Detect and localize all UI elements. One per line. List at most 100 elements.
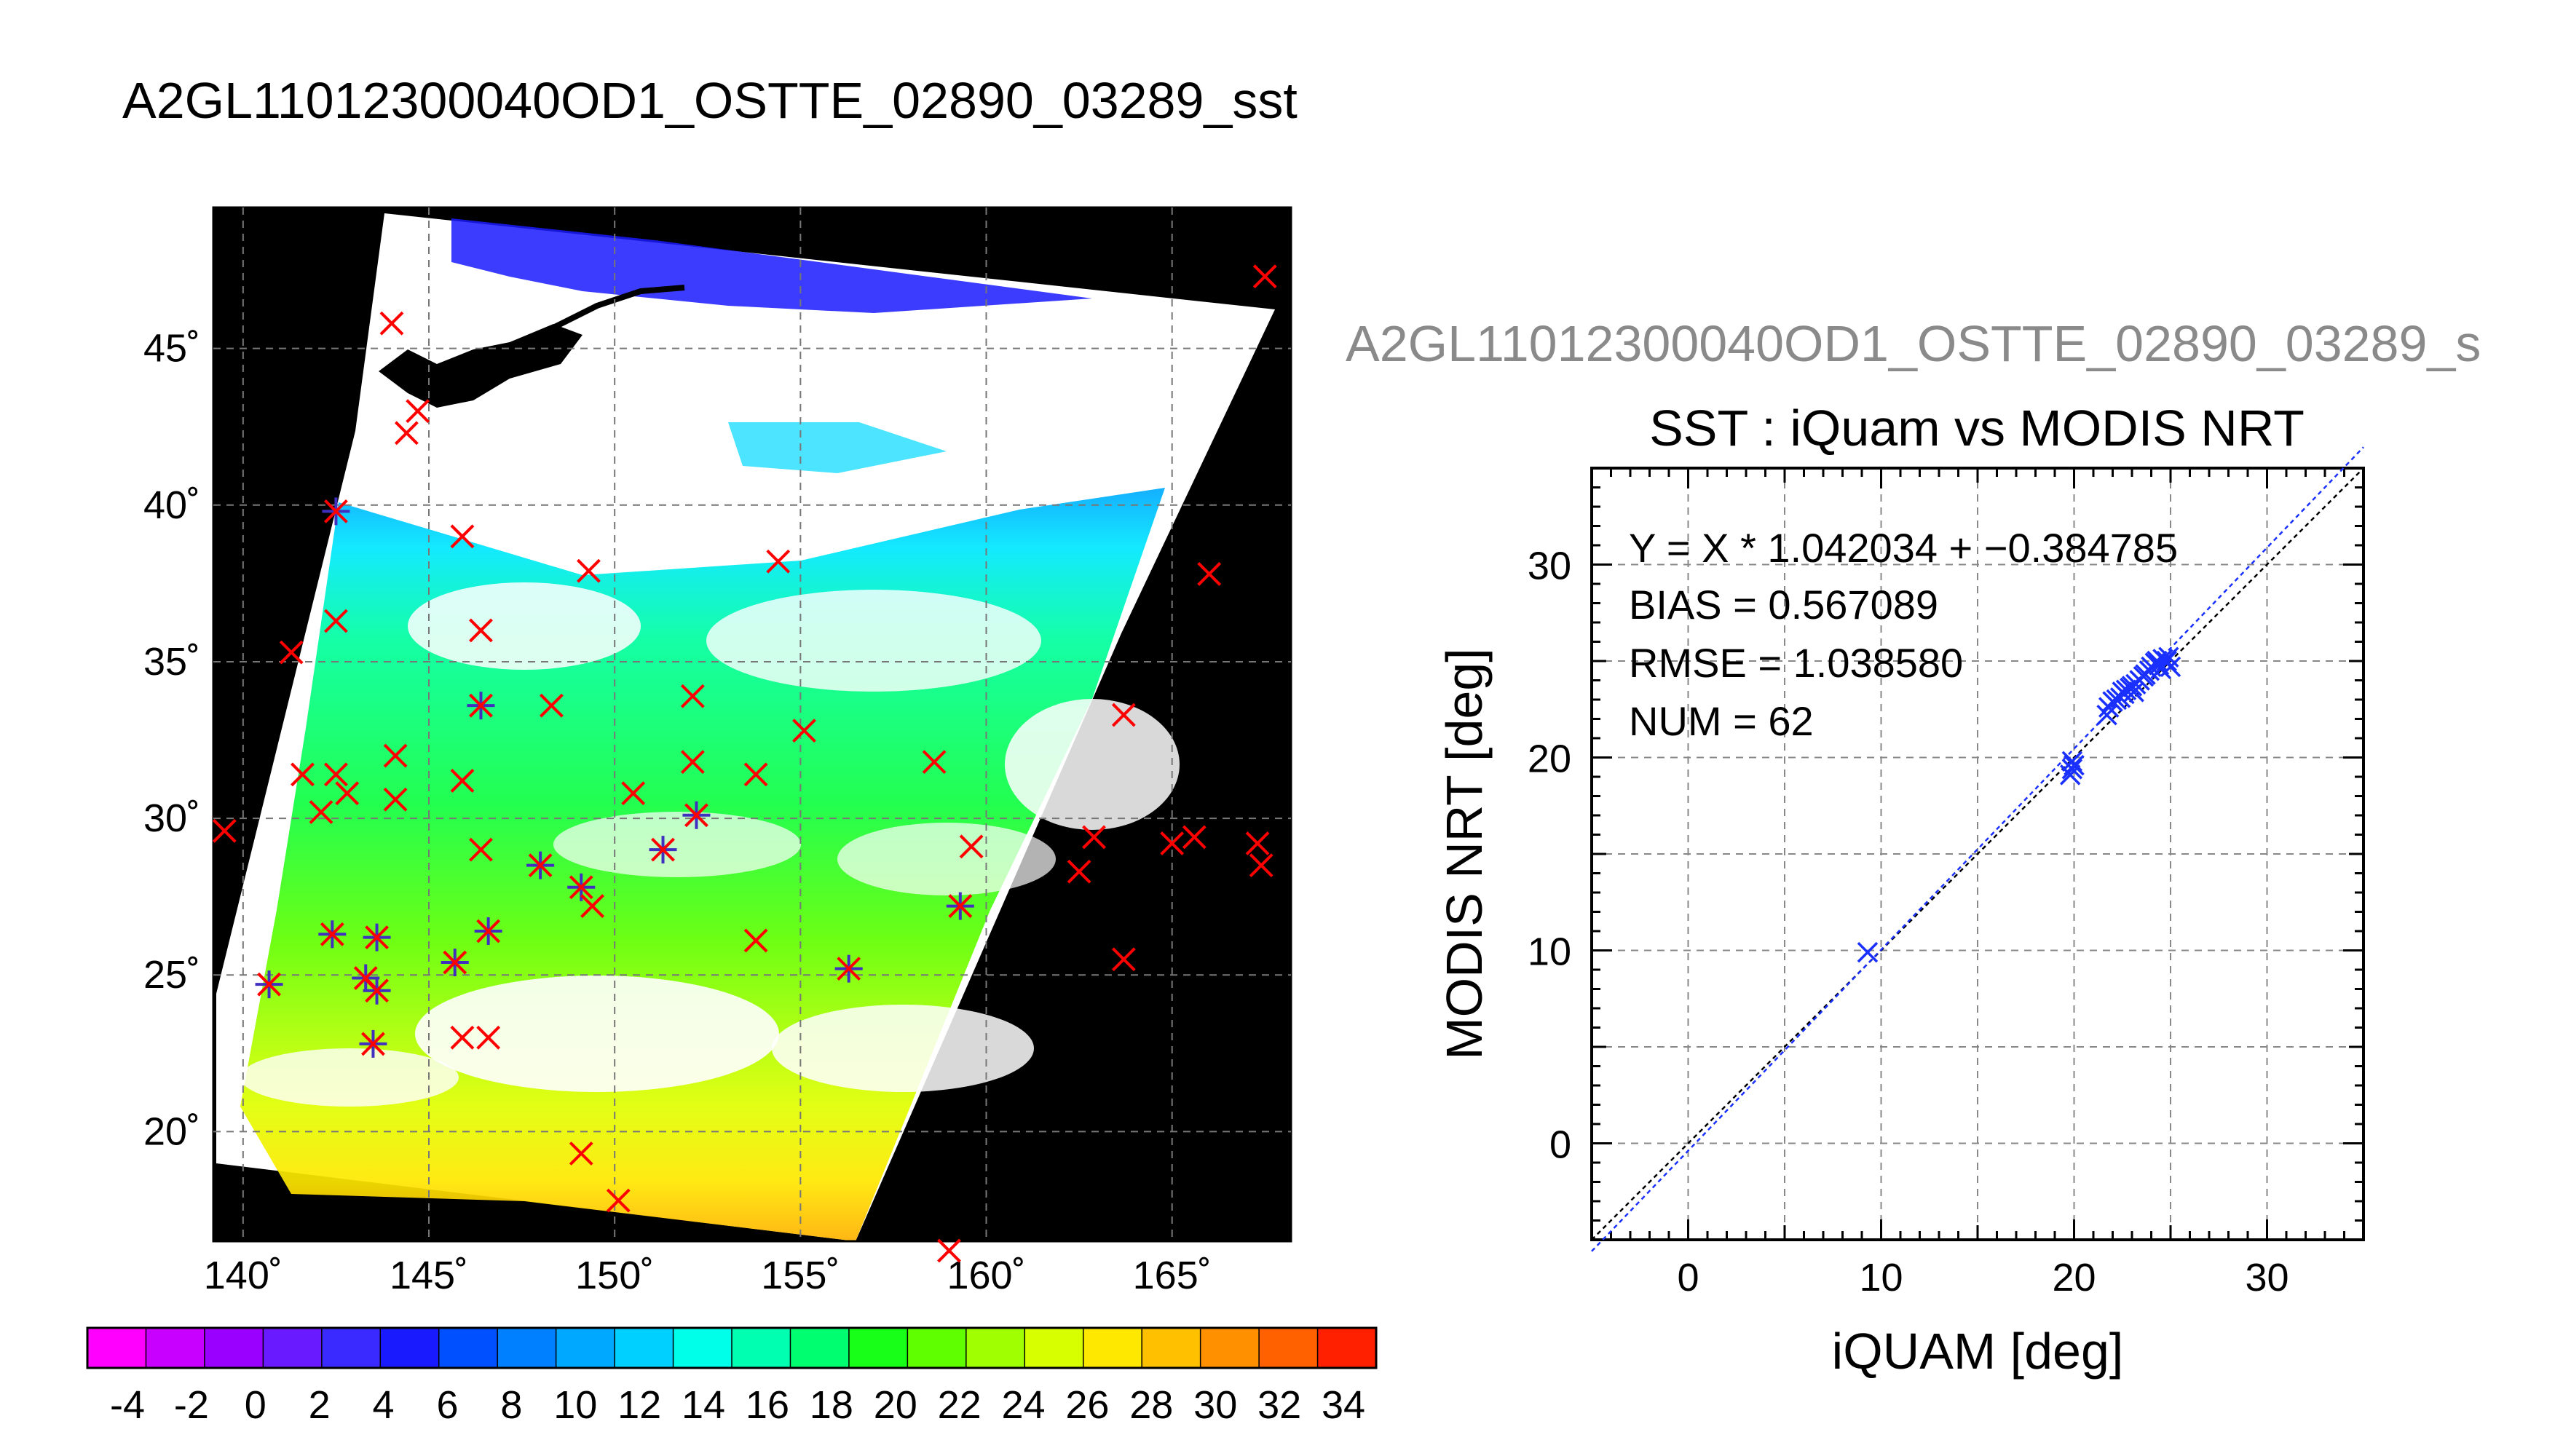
map-frame xyxy=(212,206,1292,1243)
map-marker-buoy xyxy=(383,743,408,768)
map-marker-buoy xyxy=(1111,703,1136,727)
stat-bias: BIAS = 0.567089 xyxy=(1629,582,1938,628)
cold-region xyxy=(451,218,1092,313)
colorbar-label: -4 xyxy=(110,1383,145,1427)
colorbar-label: 6 xyxy=(436,1383,458,1427)
colorbar-swatch xyxy=(1259,1328,1319,1368)
scatter-point xyxy=(2121,676,2143,697)
cloud-patch xyxy=(553,812,801,877)
colorbar-swatch xyxy=(1083,1328,1142,1368)
scatter-point xyxy=(2061,759,2083,780)
map-marker-buoy xyxy=(539,693,564,718)
colorbar-swatch xyxy=(556,1328,615,1368)
colorbar-label: 28 xyxy=(1129,1383,1173,1427)
map-marker-matched xyxy=(363,923,391,951)
map-marker-buoy xyxy=(1160,831,1185,855)
map-marker-buoy xyxy=(1245,831,1270,855)
map-marker-buoy xyxy=(766,549,791,574)
cold-region-2 xyxy=(728,422,947,473)
x-axis-label: iQUAM [deg] xyxy=(1832,1323,2124,1380)
colorbar-swatch xyxy=(1200,1328,1260,1368)
map-lon-label: 150˚ xyxy=(575,1254,654,1297)
colorbar-labels: -4 -2 0 2 4 6 8 10 12 14 16 18 20 22 24 26 28 30 32 34 xyxy=(110,1383,1365,1427)
y-tick-label: 0 xyxy=(1549,1123,1571,1167)
map-marker-buoy xyxy=(959,834,984,859)
colorbar-swatch xyxy=(263,1328,323,1368)
map-marker-matched xyxy=(441,949,469,977)
map-lon-label: 165˚ xyxy=(1133,1254,1212,1297)
colorbar-swatch xyxy=(497,1328,557,1368)
map-lon-label: 155˚ xyxy=(761,1254,840,1297)
colorbar-label: 26 xyxy=(1065,1383,1109,1427)
colorbar-swatch xyxy=(146,1328,205,1368)
page-title: A2GL11012300040OD1_OSTTE_02890_03289_sst xyxy=(122,72,1298,129)
map-marker-buoy xyxy=(621,781,646,806)
colorbar-label: -2 xyxy=(174,1383,209,1427)
land-kuril xyxy=(552,285,685,331)
map-marker-buoy xyxy=(469,837,493,862)
colorbar-swatch xyxy=(1317,1328,1377,1368)
map-marker-matched xyxy=(363,976,391,1005)
map-marker-buoy xyxy=(212,818,237,843)
cloud-patch xyxy=(772,1005,1034,1092)
map-marker-buoy xyxy=(792,719,816,743)
map-marker-matched xyxy=(474,917,502,945)
map-marker-buoy xyxy=(937,1238,961,1263)
colorbar-swatch xyxy=(87,1328,146,1368)
y-axis-label: MODIS NRT [deg] xyxy=(1436,648,1493,1059)
scatter-ticks: 0 10 20 30 0 10 20 30 xyxy=(1528,467,2365,1299)
map-marker-buoy xyxy=(743,762,768,787)
colorbar-label: 14 xyxy=(682,1383,725,1427)
y-tick-label: 30 xyxy=(1528,545,1571,588)
map-marker-matched xyxy=(467,692,495,720)
x-tick-label: 20 xyxy=(2052,1256,2096,1299)
stat-num: NUM = 62 xyxy=(1629,698,1814,744)
colorbar-label: 16 xyxy=(746,1383,789,1427)
colorbar-label: 4 xyxy=(373,1383,395,1427)
colorbar-swatch xyxy=(732,1328,791,1368)
map-marker-buoy xyxy=(450,524,475,549)
colorbar-label: 32 xyxy=(1257,1383,1301,1427)
map-marker-matched xyxy=(359,1029,387,1058)
colorbar-label: 22 xyxy=(938,1383,982,1427)
colorbar-swatch xyxy=(615,1328,674,1368)
map-lat-label: 40˚ xyxy=(143,483,200,527)
map-marker-buoy xyxy=(606,1188,631,1213)
sst-map xyxy=(213,207,1291,1241)
map-marker-matched xyxy=(526,851,555,879)
cloud-patch xyxy=(408,582,641,670)
map-marker-buoy xyxy=(379,311,404,336)
map-marker-buoy xyxy=(406,399,430,424)
map-marker-matched xyxy=(834,954,863,983)
cloud-patch xyxy=(240,1048,459,1107)
scatter-point xyxy=(2112,681,2133,703)
y-tick-label: 20 xyxy=(1528,737,1571,781)
map-marker-buoy xyxy=(450,769,475,793)
map-lat-label: 30˚ xyxy=(143,796,200,840)
colorbar-swatch xyxy=(380,1328,440,1368)
x-tick-label: 30 xyxy=(2245,1256,2289,1299)
land-hokkaido xyxy=(379,324,583,408)
scatter-point xyxy=(2096,704,2117,726)
map-lon-label: 140˚ xyxy=(204,1254,283,1297)
map-lat-label: 20˚ xyxy=(143,1109,200,1153)
map-marker-buoy xyxy=(1067,859,1091,884)
cloud-patch xyxy=(837,823,1056,895)
colorbar-label: 18 xyxy=(810,1383,853,1427)
colorbar-swatch xyxy=(1142,1328,1201,1368)
scatter-file-title: A2GL11012300040OD1_OSTTE_02890_03289_s xyxy=(1346,315,2481,372)
cloud-patch xyxy=(415,976,779,1092)
map-marker-buoy xyxy=(922,750,947,775)
colorbar-swatch xyxy=(321,1328,381,1368)
map-marker-buoy xyxy=(743,928,768,953)
colorbar-swatch xyxy=(204,1328,264,1368)
cloud-patch xyxy=(1005,699,1180,830)
map-lon-label: 145˚ xyxy=(390,1254,468,1297)
map-marker-buoy xyxy=(323,609,348,633)
map-marker-matched xyxy=(682,801,711,829)
colorbar-swatch xyxy=(848,1328,908,1368)
map-marker-matched xyxy=(318,920,347,949)
map-marker-matched xyxy=(255,970,283,999)
x-tick-label: 10 xyxy=(1859,1256,1903,1299)
